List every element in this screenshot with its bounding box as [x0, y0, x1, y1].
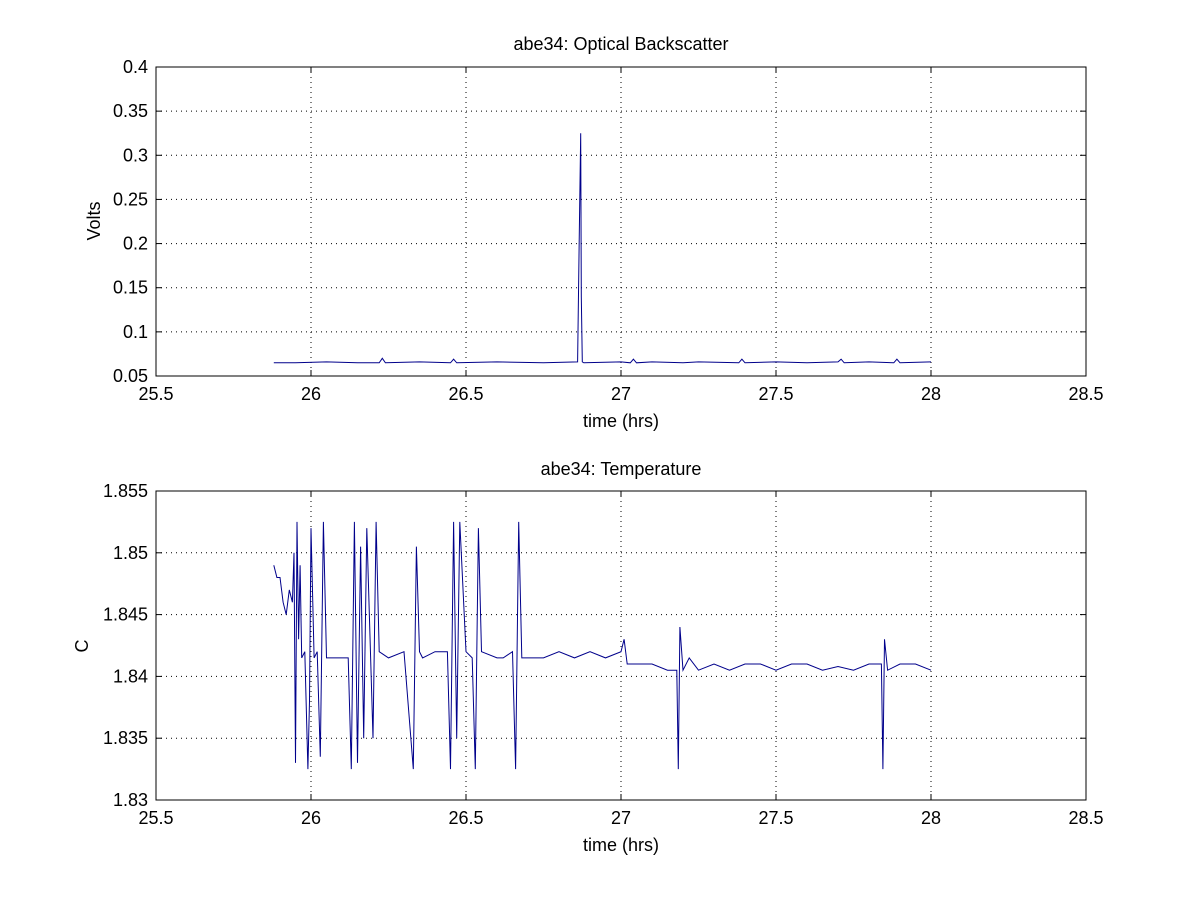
series-line: [273, 133, 932, 364]
y-axis-label: Volts: [84, 201, 104, 240]
plot-area: [155, 66, 1087, 377]
y-tick-label: 1.85: [113, 543, 148, 563]
x-tick-label: 25.5: [138, 384, 173, 404]
y-tick-label: 0.4: [123, 57, 148, 77]
y-tick-label: 0.2: [123, 234, 148, 254]
y-tick-labels: 0.05 0.1 0.15 0.2 0.25 0.3 0.35 0.4: [113, 57, 148, 386]
x-tick-labels: 25.5 26 26.5 27 27.5 28 28.5: [138, 808, 1103, 828]
x-tick-label: 28: [921, 808, 941, 828]
y-tick-label: 0.25: [113, 189, 148, 209]
x-tick-label: 26: [301, 808, 321, 828]
y-tick-label: 0.3: [123, 145, 148, 165]
x-tick-label: 26: [301, 384, 321, 404]
x-axis-label: time (hrs): [583, 835, 659, 855]
y-axis-label: C: [72, 640, 92, 653]
tick-marks: [155, 490, 1087, 801]
tick-marks: [155, 66, 1087, 377]
y-tick-label: 1.845: [103, 605, 148, 625]
y-tick-label: 0.35: [113, 101, 148, 121]
chart-title: abe34: Optical Backscatter: [513, 34, 728, 54]
y-tick-label: 1.855: [103, 481, 148, 501]
x-tick-label: 27.5: [758, 808, 793, 828]
y-tick-labels: 1.83 1.835 1.84 1.845 1.85 1.855: [103, 481, 148, 810]
x-tick-label: 25.5: [138, 808, 173, 828]
y-tick-label: 1.84: [113, 666, 148, 686]
x-tick-label: 26.5: [448, 808, 483, 828]
x-tick-label: 27: [611, 384, 631, 404]
x-tick-label: 28: [921, 384, 941, 404]
x-tick-label: 28.5: [1068, 808, 1103, 828]
x-tick-label: 26.5: [448, 384, 483, 404]
x-tick-labels: 25.5 26 26.5 27 27.5 28 28.5: [138, 384, 1103, 404]
x-tick-label: 27.5: [758, 384, 793, 404]
y-tick-label: 0.15: [113, 278, 148, 298]
chart-title: abe34: Temperature: [541, 459, 702, 479]
x-tick-label: 28.5: [1068, 384, 1103, 404]
y-tick-label: 1.83: [113, 790, 148, 810]
y-tick-label: 0.05: [113, 366, 148, 386]
x-tick-label: 27: [611, 808, 631, 828]
y-tick-label: 0.1: [123, 322, 148, 342]
series-line: [273, 521, 932, 770]
gridlines: [156, 67, 1086, 376]
temperature-plot: 25.5 26 26.5 27 27.5 28 28.5 1.83 1.835 1.84 1.84…: [72, 459, 1104, 855]
optical-backscatter-plot: 25.5 26 26.5 27 27.5 28 28.5 0.05 0.1 0.15 0.2 0.2…: [84, 34, 1104, 431]
x-axis-label: time (hrs): [583, 411, 659, 431]
y-tick-label: 1.835: [103, 728, 148, 748]
